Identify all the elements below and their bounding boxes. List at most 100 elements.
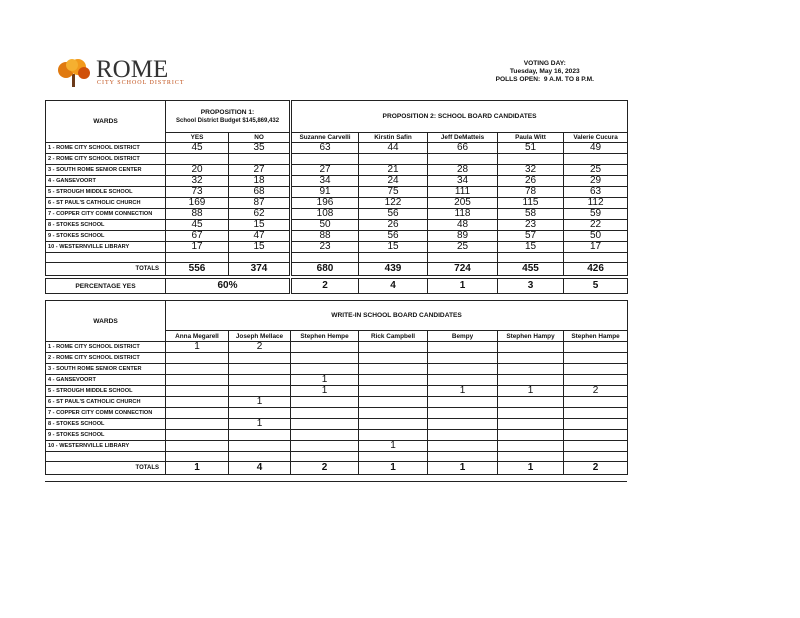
prop1-subtitle: School District Budget $145,869,432 xyxy=(175,117,280,124)
vote-cell: 45 xyxy=(165,219,229,231)
blank-cell xyxy=(45,252,166,263)
vote-cell: 51 xyxy=(497,142,565,154)
vote-cell: 20 xyxy=(165,164,229,176)
vote-cell xyxy=(227,153,292,165)
vote-cell xyxy=(497,396,564,408)
vote-cell: 2 xyxy=(562,385,629,397)
vote-cell xyxy=(497,352,564,364)
vote-cell: 28 xyxy=(427,164,499,176)
vote-cell xyxy=(562,352,629,364)
vote-cell xyxy=(290,341,359,353)
total-cell: 1 xyxy=(165,461,229,475)
vote-cell xyxy=(427,429,498,441)
logo-title: ROME xyxy=(96,56,169,83)
vote-cell xyxy=(358,153,429,165)
vote-cell xyxy=(165,385,229,397)
ward-name: 3 - SOUTH ROME SENIOR CENTER xyxy=(45,363,166,375)
vote-cell: 91 xyxy=(289,186,360,198)
vote-cell xyxy=(165,352,229,364)
vote-cell xyxy=(290,418,359,430)
column-names-row: Anna Megarell Joseph Mellace Stephen Hempe… xyxy=(46,330,629,342)
vote-cell xyxy=(228,407,291,419)
vote-cell xyxy=(427,153,499,165)
vote-cell: 15 xyxy=(227,241,292,253)
column-name: Stephen Hampe xyxy=(562,330,629,342)
vote-cell: 63 xyxy=(563,186,629,198)
vote-cell xyxy=(228,352,291,364)
vote-cell: 18 xyxy=(227,175,292,187)
wards-header: WARDS xyxy=(45,100,166,143)
ward-row: 5 - STROUGH MIDDLE SCHOOL 73 68 91 75 111 78 63 xyxy=(45,186,629,198)
blank-cell xyxy=(562,451,629,462)
vote-cell: 63 xyxy=(289,142,360,154)
vote-cell xyxy=(290,352,359,364)
bottom-rule xyxy=(45,481,627,482)
vote-cell xyxy=(290,429,359,441)
vote-cell: 56 xyxy=(358,208,429,220)
ward-name: 6 - ST PAUL'S CATHOLIC CHURCH xyxy=(45,396,166,408)
total-cell: 2 xyxy=(290,461,359,475)
vote-cell xyxy=(427,418,498,430)
percentage-label: PERCENTAGE YES xyxy=(45,278,166,294)
vote-cell: 1 xyxy=(427,385,498,397)
vote-cell: 169 xyxy=(165,197,229,209)
total-cell: 374 xyxy=(227,262,292,276)
vote-cell: 56 xyxy=(358,230,429,242)
vote-cell: 66 xyxy=(427,142,499,154)
ward-name: 2 - ROME CITY SCHOOL DISTRICT xyxy=(45,153,166,165)
rank-cell: 2 xyxy=(289,278,360,294)
vote-cell: 35 xyxy=(227,142,292,154)
vote-cell: 1 xyxy=(497,385,564,397)
vote-cell xyxy=(497,363,564,375)
results-table: WARDS PROPOSITION 1: School District Budge… xyxy=(45,100,629,276)
ward-name: 10 - WESTERNVILLE LIBRARY xyxy=(45,440,166,452)
vote-cell: 1 xyxy=(290,385,359,397)
total-cell: 1 xyxy=(497,461,564,475)
vote-cell: 89 xyxy=(427,230,499,242)
vote-cell xyxy=(562,440,629,452)
ward-name: 4 - GANSEVOORT xyxy=(45,374,166,386)
total-cell: 426 xyxy=(563,262,629,276)
vote-cell xyxy=(562,407,629,419)
vote-cell: 2 xyxy=(228,341,291,353)
vote-cell: 122 xyxy=(358,197,429,209)
vote-cell: 17 xyxy=(563,241,629,253)
prop1-title: PROPOSITION 1: xyxy=(200,108,255,116)
vote-cell: 47 xyxy=(227,230,292,242)
vote-cell: 26 xyxy=(497,175,565,187)
ward-row: 4 - GANSEVOORT 32 18 34 24 34 26 29 xyxy=(45,175,629,187)
totals-label: TOTALS xyxy=(45,461,166,475)
blank-row xyxy=(45,252,629,263)
total-cell: 1 xyxy=(427,461,498,475)
blank-row xyxy=(45,451,629,462)
ward-row: 3 - SOUTH ROME SENIOR CENTER 20 27 27 21 28 32… xyxy=(45,164,629,176)
ward-name: 5 - STROUGH MIDDLE SCHOOL xyxy=(45,186,166,198)
column-name: Bempy xyxy=(427,330,498,342)
ward-row: 9 - STOKES SCHOOL xyxy=(45,429,629,441)
blank-cell xyxy=(358,451,428,462)
total-cell: 1 xyxy=(358,461,428,475)
total-cell: 439 xyxy=(358,262,429,276)
vote-cell xyxy=(228,440,291,452)
vote-cell xyxy=(562,429,629,441)
vote-cell: 25 xyxy=(563,164,629,176)
vote-cell xyxy=(358,363,428,375)
vote-cell: 88 xyxy=(289,230,360,242)
vote-cell xyxy=(497,418,564,430)
vote-cell xyxy=(165,363,229,375)
vote-cell xyxy=(563,153,629,165)
vote-cell xyxy=(562,374,629,386)
ward-row: 3 - SOUTH ROME SENIOR CENTER xyxy=(45,363,629,375)
vote-cell: 58 xyxy=(497,208,565,220)
ward-row: 5 - STROUGH MIDDLE SCHOOL 1 1 1 2 xyxy=(45,385,629,397)
vote-cell xyxy=(497,407,564,419)
vote-cell xyxy=(497,153,565,165)
ward-row: 10 - WESTERNVILLE LIBRARY 17 15 23 15 25 15 17 xyxy=(45,241,629,253)
rank-cell: 1 xyxy=(427,278,499,294)
totals-label: TOTALS xyxy=(45,262,166,276)
vote-cell: 21 xyxy=(358,164,429,176)
blank-cell xyxy=(290,451,359,462)
blank-cell xyxy=(165,252,229,263)
vote-cell: 59 xyxy=(563,208,629,220)
vote-cell: 108 xyxy=(289,208,360,220)
